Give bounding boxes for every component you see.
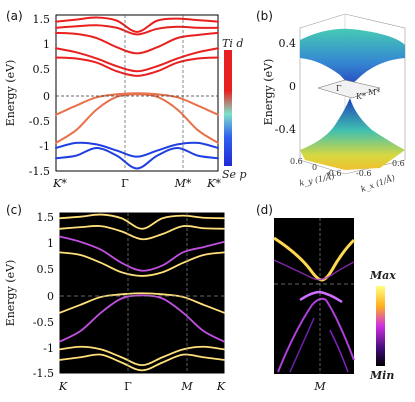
panel-c: (c) 1.5 1 0.5 0 -0.5 -1 -1.5 Energy (eV)… bbox=[4, 203, 226, 393]
c-ytick: 1 bbox=[47, 237, 54, 250]
b-kx-tick: -0.6 bbox=[356, 169, 371, 178]
band-line bbox=[55, 93, 219, 144]
band-line bbox=[59, 353, 225, 372]
panel-b-upper-surface bbox=[300, 28, 405, 86]
a-ytick: -1 bbox=[39, 140, 50, 153]
band-line bbox=[55, 92, 219, 116]
band-line bbox=[55, 24, 219, 36]
panel-a-colorbar-bottom: Se p bbox=[222, 168, 247, 181]
panel-b-brillouin-plane bbox=[317, 79, 381, 99]
panel-a-bands bbox=[55, 16, 219, 170]
b-ztick: 0 bbox=[289, 80, 296, 93]
panel-d-colorbar bbox=[376, 286, 385, 366]
band-line bbox=[55, 146, 219, 170]
panel-b-label: (b) bbox=[256, 9, 273, 23]
panel-d: (d) M Max Min bbox=[256, 203, 396, 393]
band-line bbox=[55, 16, 219, 33]
panel-d-axes bbox=[274, 218, 354, 374]
b-ztick: 0.4 bbox=[279, 37, 297, 50]
panel-c-bands bbox=[59, 213, 225, 372]
b-ky-tick: -0.6 bbox=[326, 169, 341, 178]
c-xtick: Γ bbox=[124, 380, 132, 393]
panel-b-lower-surface bbox=[300, 98, 405, 170]
panel-c-yticks: 1.5 1 0.5 0 -0.5 -1 -1.5 bbox=[33, 211, 54, 380]
a-ytick: 1 bbox=[43, 38, 50, 51]
d-band-lower-faint bbox=[289, 317, 315, 373]
panel-b-mstar: M* bbox=[368, 88, 380, 97]
c-ytick: 0 bbox=[47, 290, 54, 303]
panel-c-label: (c) bbox=[6, 203, 22, 217]
band-line bbox=[59, 251, 225, 277]
d-band-vbm bbox=[299, 290, 343, 304]
panel-c-xticks: K Γ M K bbox=[58, 380, 226, 393]
panel-c-ylabel: Energy (eV) bbox=[4, 260, 17, 327]
a-ytick: 0.5 bbox=[33, 63, 51, 76]
panel-a: (a) 1.5 1 0.5 0 -0.5 -1 -1.5 Energy (eV)… bbox=[4, 9, 247, 190]
d-band-lower bbox=[277, 297, 355, 373]
band-line bbox=[59, 292, 225, 314]
panel-a-colorbar bbox=[224, 50, 232, 166]
panel-d-bands bbox=[273, 236, 356, 373]
c-ytick: 1.5 bbox=[37, 211, 55, 224]
a-xtick: Γ bbox=[121, 177, 129, 190]
panel-a-label: (a) bbox=[6, 9, 23, 23]
d-xtick: M bbox=[313, 380, 326, 393]
a-ytick: -1.5 bbox=[29, 165, 50, 178]
d-band-upper-faint bbox=[273, 259, 355, 281]
panel-b-kstar: K* bbox=[356, 92, 366, 101]
panel-d-colorbar-bottom: Min bbox=[369, 369, 394, 382]
a-ytick: 1.5 bbox=[33, 13, 51, 26]
c-ytick: -1 bbox=[43, 342, 54, 355]
d-band-lower-faint-2 bbox=[329, 329, 349, 373]
band-line bbox=[55, 47, 219, 73]
panel-a-xticks: K* Γ M* K* bbox=[52, 177, 221, 190]
c-ytick: -0.5 bbox=[33, 316, 54, 329]
band-line bbox=[59, 225, 225, 241]
c-ytick: 0.5 bbox=[37, 263, 55, 276]
panel-d-label: (d) bbox=[256, 203, 273, 217]
panel-b-gamma: Γ bbox=[336, 84, 342, 93]
band-line bbox=[59, 235, 225, 272]
band-line bbox=[55, 56, 219, 77]
b-ky-tick: 0.6 bbox=[290, 157, 303, 166]
band-line bbox=[59, 345, 225, 367]
a-xtick: K* bbox=[206, 177, 221, 190]
panel-d-colorbar-top: Max bbox=[369, 269, 396, 282]
b-ky-tick: 0 bbox=[312, 163, 317, 172]
a-xtick: M* bbox=[174, 177, 192, 190]
panel-a-yticks: 1.5 1 0.5 0 -0.5 -1 -1.5 bbox=[29, 13, 50, 178]
a-xtick: K* bbox=[52, 177, 67, 190]
band-line bbox=[55, 141, 219, 158]
c-xtick: K bbox=[58, 380, 68, 393]
c-ytick: -1.5 bbox=[33, 367, 54, 380]
b-kx-tick: 0.6 bbox=[392, 159, 405, 168]
panel-b-ky-label: k_y (1/Å) bbox=[299, 172, 336, 188]
panel-a-colorbar-top: Ti d bbox=[222, 37, 243, 50]
band-line bbox=[55, 31, 219, 55]
b-ztick: -0.4 bbox=[275, 123, 296, 136]
c-xtick: M bbox=[180, 380, 193, 393]
panel-a-ylabel: Energy (eV) bbox=[4, 60, 17, 127]
a-ytick: -0.5 bbox=[29, 115, 50, 128]
panel-b: (b) Γ K* M* 0.4 0 -0.4 Energy (eV) 0.6 0… bbox=[256, 9, 406, 194]
a-ytick: 0 bbox=[43, 90, 50, 103]
panel-b-zlabel: Energy (eV) bbox=[262, 59, 275, 126]
c-xtick: K bbox=[216, 380, 226, 393]
band-line bbox=[59, 294, 225, 343]
band-line bbox=[59, 213, 225, 230]
